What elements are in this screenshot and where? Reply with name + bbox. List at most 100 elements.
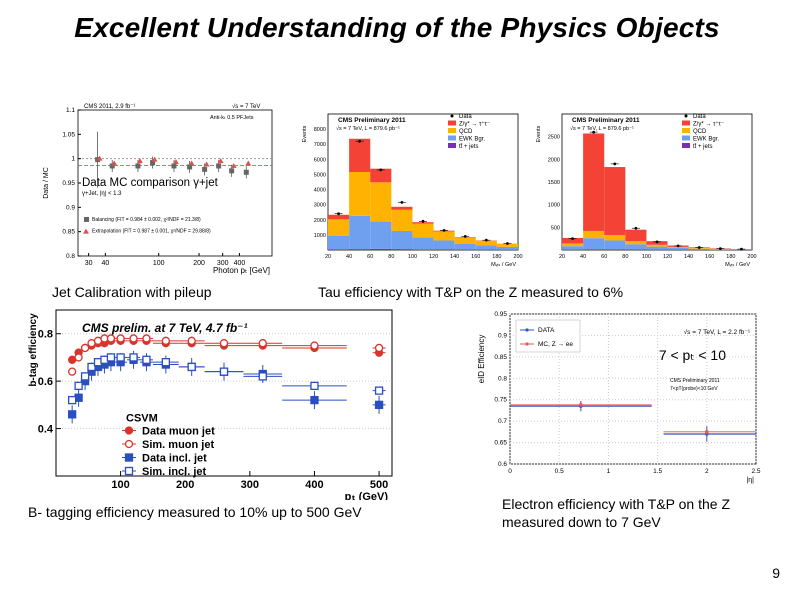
balancing-point (135, 163, 141, 169)
legend-balancing-label: Balancing (FIT = 0.984 ± 0.002, χ²/NDF =… (92, 217, 201, 223)
sim-incl-point (187, 362, 196, 372)
y-tick-label: 0.9 (66, 204, 75, 211)
y-tick-label: 0.95 (62, 180, 75, 187)
sim-muon-point (68, 367, 77, 376)
extrapolation-point (245, 160, 252, 166)
x-tick-label: 400 (305, 479, 323, 491)
x-tick-label: 100 (642, 254, 651, 260)
legend-marker (124, 439, 134, 449)
stack-bar (562, 237, 584, 244)
x-axis-label: Mᵥᵢₛ / GeV (725, 262, 750, 268)
chart-header: CMS prelim. at 7 TeV, 4.7 fb⁻¹ (82, 321, 248, 335)
legend-label: Data (459, 114, 472, 120)
stack-bar (625, 244, 647, 250)
stack-bar (475, 240, 497, 246)
legend-extrapolation-marker (83, 228, 89, 234)
y-tick-label: 0.85 (62, 229, 75, 236)
x-tick-label: 40 (580, 254, 586, 260)
caption-electron-line1: Electron efficiency with T&P on the Z (502, 496, 731, 512)
legend-label: MC, Z → ee (538, 341, 573, 348)
legend-data-marker (450, 114, 454, 118)
stack-bar (433, 240, 455, 250)
legend-marker (124, 466, 134, 476)
y-axis-label: Events (536, 125, 542, 142)
sim-incl-point (258, 372, 267, 381)
x-tick-label: 80 (622, 254, 628, 260)
legend-swatch (448, 143, 456, 148)
y-tick-label: 0.9 (498, 332, 507, 339)
y-tick-label: 0.8 (498, 375, 507, 382)
legend-label: Z/γ* → τ⁺τ⁻ (693, 121, 724, 128)
electron-efficiency-chart: 0.6 0.65 0.7 0.75 0.8 0.85 0.9 0.95 0 0.5 1 1.5 2 2.5… (477, 311, 761, 484)
balancing-point (216, 163, 222, 169)
x-tick-label: 120 (429, 254, 438, 260)
legend-box (515, 319, 581, 353)
selection-label: γ+Jet, |η| < 1.3 (82, 191, 122, 197)
header-right: √s = 7 TeV (232, 103, 260, 110)
x-tick-label: 300 (217, 260, 229, 267)
stack-bar (496, 246, 518, 250)
x-tick-label: 80 (388, 254, 394, 260)
x-tick-label: 1 (607, 468, 611, 475)
y-tick-label: 1.05 (62, 131, 75, 138)
x-tick-label: 200 (193, 260, 205, 267)
stack-bar (391, 230, 413, 250)
stack-bar (562, 243, 584, 247)
slide-title: Excellent Understanding of the Physics O… (74, 12, 720, 43)
x-tick-label: 60 (601, 254, 607, 260)
y-tick-label: 1000 (314, 233, 326, 239)
legend-label: EWK Bgr. (459, 137, 485, 143)
y-tick-label: 3000 (314, 203, 326, 209)
legend-label: Sim. muon jet (142, 439, 214, 451)
y-tick-label: 1500 (548, 180, 560, 186)
efficiency-point (579, 403, 583, 407)
y-tick-label: 0.6 (498, 461, 507, 468)
legend-label: tt̄ + jets (693, 143, 713, 150)
x-axis-label: pₜ (GeV) (345, 491, 389, 500)
sim-incl-point (142, 355, 151, 364)
stack-bar (604, 235, 626, 241)
sim-incl-point (219, 367, 229, 376)
x-tick-label: 160 (705, 254, 714, 260)
legend-data-marker (684, 114, 688, 118)
y-tick-label: 0.6 (38, 376, 53, 388)
stack-bar (562, 246, 584, 250)
sim-incl-point (129, 353, 138, 362)
chart-subheader: √s = 7 TeV, L = 879.6 pb⁻¹ (336, 125, 400, 132)
y-tick-label: 2000 (314, 218, 326, 224)
balancing-point (187, 164, 193, 170)
balancing-point (150, 160, 156, 166)
subheader: Anti-kₜ 0.5 PFJets (210, 115, 254, 121)
stack-bar (391, 209, 413, 231)
legend-label: tt̄ + jets (459, 143, 479, 150)
caption-electron-line2: measured down to 7 GeV (502, 514, 661, 530)
y-axis-label: Data / MC (43, 167, 50, 199)
y-tick-label: 2500 (548, 135, 560, 141)
tau-efficiency-chart-1: 1000 2000 3000 4000 5000 6000 7000 8000 20 40 60 80… (302, 113, 523, 268)
stack-bar (583, 230, 605, 239)
overlay-label: Data MC comparison γ+jet (82, 177, 219, 189)
extrapolation-point (188, 160, 195, 166)
legend-label: Data muon jet (142, 426, 215, 438)
stack-bar (646, 244, 668, 247)
x-tick-label: 120 (663, 254, 672, 260)
stack-bar (454, 237, 476, 244)
x-tick-label: 100 (111, 479, 129, 491)
y-axis-label: eID Efficiency (477, 335, 486, 384)
legend-swatch (682, 128, 690, 133)
stack-bar (583, 238, 605, 250)
x-tick-label: 180 (726, 254, 735, 260)
note-line1: CMS Preliminary 2011 (670, 378, 720, 384)
legend-extrapolation-label: Extrapolation (FIT = 0.987 ± 0.001, χ²/N… (92, 229, 211, 235)
stack-bar (625, 241, 647, 245)
x-tick-label: 0.5 (555, 468, 564, 475)
legend-marker (124, 426, 134, 435)
legend-label: EWK Bgr. (693, 137, 719, 143)
y-tick-label: 0.85 (494, 354, 507, 361)
stack-bar (328, 214, 350, 220)
y-tick-label: 0.95 (494, 311, 507, 318)
sim-incl-point (116, 353, 125, 362)
chart-header: √s = 7 TeV, L = 2.2 fb⁻¹ (684, 328, 751, 336)
stack-bar (349, 172, 371, 216)
extrapolation-point (136, 158, 143, 164)
